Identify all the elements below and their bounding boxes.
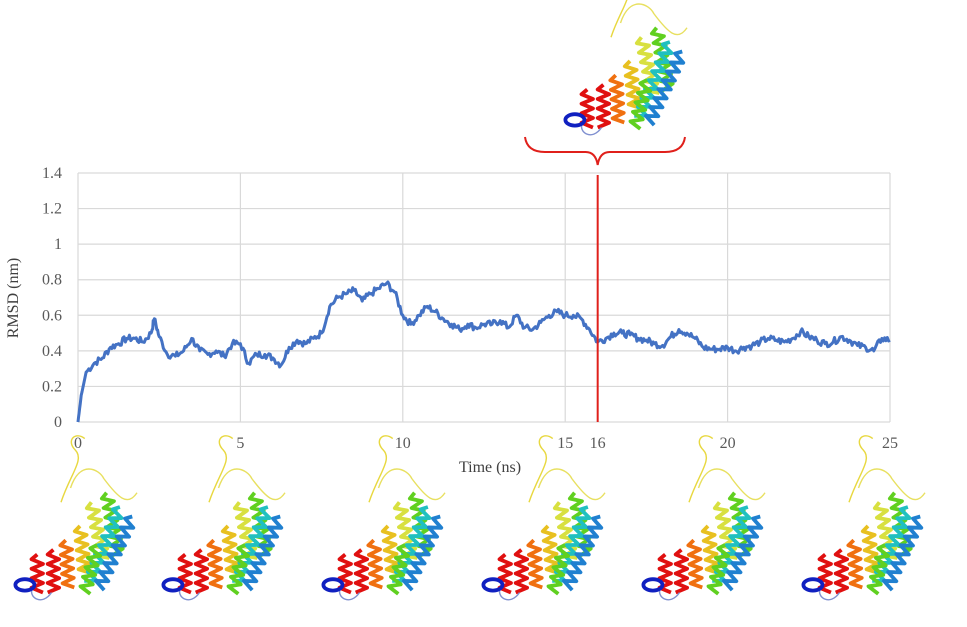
protein-helix (866, 543, 891, 596)
protein-helix (706, 543, 731, 596)
protein-n-terminal-helix (161, 577, 185, 593)
protein-helix (513, 548, 529, 595)
protein-helix (392, 501, 418, 560)
protein-helix (84, 501, 110, 560)
tick-labels: 0 0.2 0.4 0.6 0.8 1 1.2 1.4 0 5 10 15 20 25 (42, 165, 898, 452)
bracket (524, 136, 686, 166)
y-tick-label: 0.8 (42, 272, 62, 289)
protein-structure-image (563, 0, 688, 136)
protein-helix (526, 538, 544, 590)
protein-helix (58, 538, 76, 590)
y-tick-label: 1.4 (42, 165, 62, 182)
protein-loop (857, 468, 926, 501)
protein-loop (848, 435, 874, 503)
protein-helix (634, 40, 674, 118)
protein-helix (206, 538, 224, 590)
protein-loop (610, 0, 628, 38)
protein-helix (402, 514, 444, 592)
protein-n-terminal-helix (13, 577, 37, 593)
protein-n-terminal-helix (641, 577, 665, 593)
y-tick-label: 1.2 (42, 201, 62, 218)
protein-helix (595, 83, 611, 130)
protein-loop (537, 468, 606, 501)
x-tick-label: 5 (236, 435, 244, 452)
protein-helix (562, 514, 604, 592)
protein-loop (377, 468, 446, 501)
protein-helix (386, 543, 411, 596)
protein-helix (45, 548, 61, 595)
protein-helix (78, 543, 103, 596)
protein-n-terminal-helix (321, 577, 345, 593)
protein-n-terminal-helix (563, 112, 587, 128)
grid (77, 172, 891, 423)
protein-helix (872, 505, 912, 583)
protein-loop (368, 435, 394, 503)
protein-helix (712, 505, 752, 583)
time-marker-label: 16 (590, 435, 606, 452)
protein-helix (232, 501, 258, 560)
x-tick-label: 25 (882, 435, 898, 452)
y-tick-label: 0 (54, 414, 62, 431)
protein-loop (69, 468, 138, 501)
protein-helix (353, 548, 369, 595)
rmsd-series-line (76, 280, 891, 423)
y-tick-label: 0.2 (42, 378, 62, 395)
protein-n-terminal-helix (481, 577, 505, 593)
protein-loop (208, 435, 234, 503)
protein-helix (94, 514, 136, 592)
y-tick-label: 0.4 (42, 343, 62, 360)
protein-helix (686, 538, 704, 590)
protein-helix (546, 543, 571, 596)
protein-loop (619, 3, 688, 36)
protein-helix (242, 514, 284, 592)
protein-loop (697, 468, 766, 501)
protein-helix (552, 501, 578, 560)
protein-helix (628, 78, 653, 131)
protein-helix (552, 505, 592, 583)
protein-structures (13, 0, 926, 601)
protein-helix (608, 73, 626, 125)
protein-helix (644, 49, 686, 127)
protein-helix (366, 538, 384, 590)
protein-helix (833, 548, 849, 595)
x-tick-label: 20 (720, 435, 736, 452)
protein-structure-image (641, 435, 766, 601)
protein-helix (84, 505, 124, 583)
protein-helix (846, 538, 864, 590)
protein-helix (673, 548, 689, 595)
x-axis-label: Time (ns) (459, 459, 521, 476)
protein-helix (722, 514, 764, 592)
protein-structure-image (801, 435, 926, 601)
x-tick-label: 15 (557, 435, 573, 452)
protein-n-terminal-helix (801, 577, 825, 593)
protein-structure-image (161, 435, 286, 601)
x-tick-label: 0 (74, 435, 82, 452)
y-axis-label: RMSD (nm) (5, 258, 22, 338)
protein-helix (226, 543, 251, 596)
x-tick-label: 10 (395, 435, 411, 452)
protein-helix (634, 36, 660, 95)
y-tick-label: 0.6 (42, 307, 62, 324)
protein-helix (232, 505, 272, 583)
protein-helix (882, 514, 924, 592)
protein-loop (528, 435, 554, 503)
protein-loop (688, 435, 714, 503)
protein-loop (217, 468, 286, 501)
protein-loop (60, 435, 86, 503)
protein-structure-image (481, 435, 606, 601)
protein-helix (712, 501, 738, 560)
protein-helix (392, 505, 432, 583)
protein-helix (193, 548, 209, 595)
y-tick-label: 1 (54, 236, 62, 253)
protein-helix (872, 501, 898, 560)
protein-structure-image (13, 435, 138, 601)
protein-structure-image (321, 435, 446, 601)
